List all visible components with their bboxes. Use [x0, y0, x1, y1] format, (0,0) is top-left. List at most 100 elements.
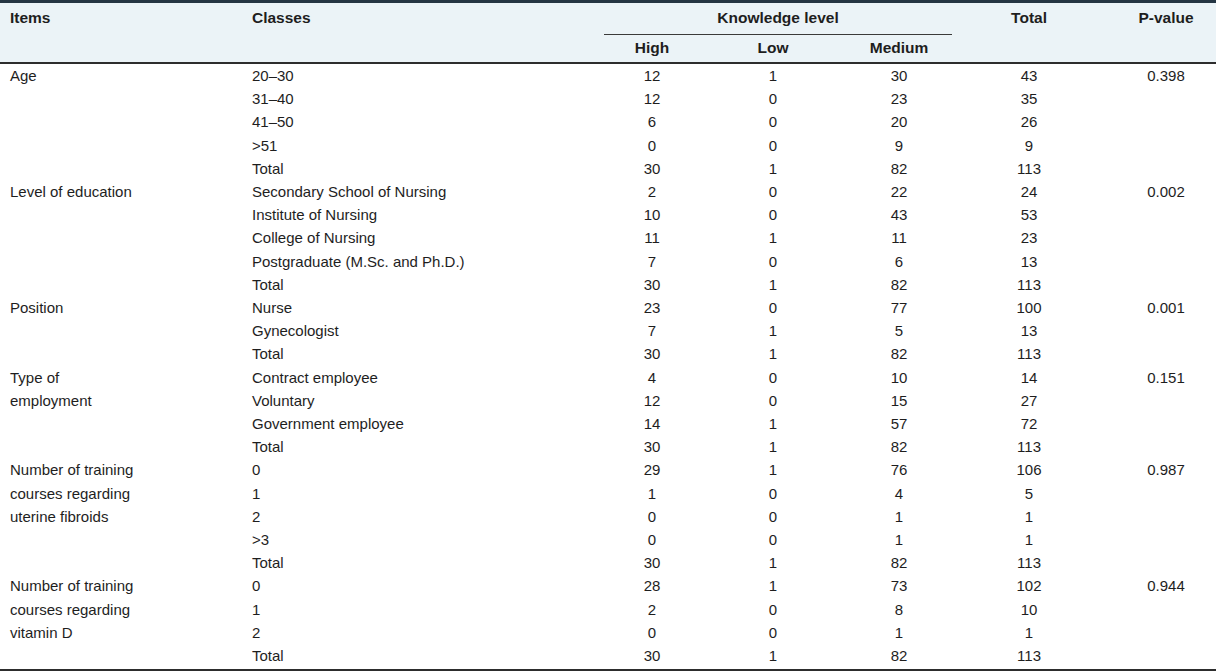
p-value-cell [1096, 226, 1216, 249]
low-cell: 1 [710, 412, 836, 435]
medium-cell: 76 [836, 458, 962, 481]
high-cell: 30 [594, 273, 710, 296]
col-header-items: Items [0, 3, 242, 63]
total-cell: 23 [962, 226, 1096, 249]
col-header-low: Low [710, 36, 836, 63]
class-cell: Institute of Nursing [242, 203, 594, 226]
total-cell: 27 [962, 389, 1096, 412]
high-cell: 30 [594, 551, 710, 574]
medium-cell: 10 [836, 366, 962, 389]
p-value-cell [1096, 250, 1216, 273]
p-value-cell [1096, 621, 1216, 644]
medium-cell: 8 [836, 598, 962, 621]
p-value-cell: 0.944 [1096, 574, 1216, 597]
low-cell: 0 [710, 598, 836, 621]
item-label: Level of education [0, 180, 242, 296]
total-cell: 106 [962, 458, 1096, 481]
medium-cell: 82 [836, 435, 962, 458]
table-row: Age20–3012130430.398 [0, 63, 1216, 87]
medium-cell: 1 [836, 528, 962, 551]
high-cell: 1 [594, 482, 710, 505]
high-cell: 7 [594, 319, 710, 342]
table-row: Type of employmentContract employee40101… [0, 366, 1216, 389]
class-cell: Total [242, 644, 594, 667]
study-table: Items Classes Knowledge level Total P-va… [0, 0, 1216, 671]
medium-cell: 73 [836, 574, 962, 597]
col-header-knowledge-level: Knowledge level [594, 3, 962, 36]
table-row: Level of educationSecondary School of Nu… [0, 180, 1216, 203]
total-cell: 113 [962, 273, 1096, 296]
total-cell: 9 [962, 134, 1096, 157]
total-cell: 102 [962, 574, 1096, 597]
p-value-cell [1096, 551, 1216, 574]
total-cell: 35 [962, 87, 1096, 110]
low-cell: 1 [710, 157, 836, 180]
class-cell: 2 [242, 505, 594, 528]
p-value-cell: 0.001 [1096, 296, 1216, 319]
p-value-cell: 0.987 [1096, 458, 1216, 481]
high-cell: 2 [594, 598, 710, 621]
col-header-p-value: P-value [1096, 3, 1216, 63]
class-cell: 1 [242, 482, 594, 505]
p-value-cell [1096, 435, 1216, 458]
total-cell: 100 [962, 296, 1096, 319]
p-value-cell [1096, 598, 1216, 621]
total-cell: 10 [962, 598, 1096, 621]
table-row: Number of training courses regarding vit… [0, 574, 1216, 597]
total-cell: 113 [962, 435, 1096, 458]
medium-cell: 20 [836, 110, 962, 133]
total-cell: 14 [962, 366, 1096, 389]
high-cell: 0 [594, 528, 710, 551]
medium-cell: 82 [836, 644, 962, 667]
medium-cell: 1 [836, 505, 962, 528]
low-cell: 0 [710, 134, 836, 157]
p-value-cell [1096, 389, 1216, 412]
high-cell: 30 [594, 157, 710, 180]
class-cell: 20–30 [242, 63, 594, 87]
medium-cell: 6 [836, 250, 962, 273]
low-cell: 0 [710, 528, 836, 551]
high-cell: 7 [594, 250, 710, 273]
medium-cell: 22 [836, 180, 962, 203]
class-cell: 41–50 [242, 110, 594, 133]
p-value-cell [1096, 319, 1216, 342]
class-cell: Nurse [242, 296, 594, 319]
low-cell: 1 [710, 458, 836, 481]
medium-cell: 82 [836, 551, 962, 574]
medium-cell: 82 [836, 273, 962, 296]
class-cell: Total [242, 273, 594, 296]
medium-cell: 4 [836, 482, 962, 505]
p-value-cell [1096, 87, 1216, 110]
high-cell: 11 [594, 226, 710, 249]
medium-cell: 30 [836, 63, 962, 87]
class-cell: Contract employee [242, 366, 594, 389]
total-cell: 43 [962, 63, 1096, 87]
low-cell: 0 [710, 203, 836, 226]
low-cell: 0 [710, 110, 836, 133]
total-cell: 1 [962, 528, 1096, 551]
class-cell: 31–40 [242, 87, 594, 110]
high-cell: 30 [594, 342, 710, 365]
p-value-cell: 0.398 [1096, 63, 1216, 87]
medium-cell: 82 [836, 157, 962, 180]
item-label: Number of training courses regarding ute… [0, 458, 242, 574]
p-value-cell [1096, 644, 1216, 667]
col-header-classes: Classes [242, 3, 594, 63]
low-cell: 0 [710, 180, 836, 203]
low-cell: 0 [710, 250, 836, 273]
item-label: Age [0, 63, 242, 180]
total-cell: 5 [962, 482, 1096, 505]
col-header-total: Total [962, 3, 1096, 63]
class-cell: Government employee [242, 412, 594, 435]
low-cell: 0 [710, 389, 836, 412]
total-cell: 72 [962, 412, 1096, 435]
high-cell: 12 [594, 389, 710, 412]
high-cell: 28 [594, 574, 710, 597]
class-cell: 0 [242, 574, 594, 597]
p-value-cell [1096, 110, 1216, 133]
knowledge-level-label: Knowledge level [604, 9, 952, 35]
high-cell: 14 [594, 412, 710, 435]
table-header: Items Classes Knowledge level Total P-va… [0, 3, 1216, 63]
class-cell: College of Nursing [242, 226, 594, 249]
p-value-cell [1096, 203, 1216, 226]
